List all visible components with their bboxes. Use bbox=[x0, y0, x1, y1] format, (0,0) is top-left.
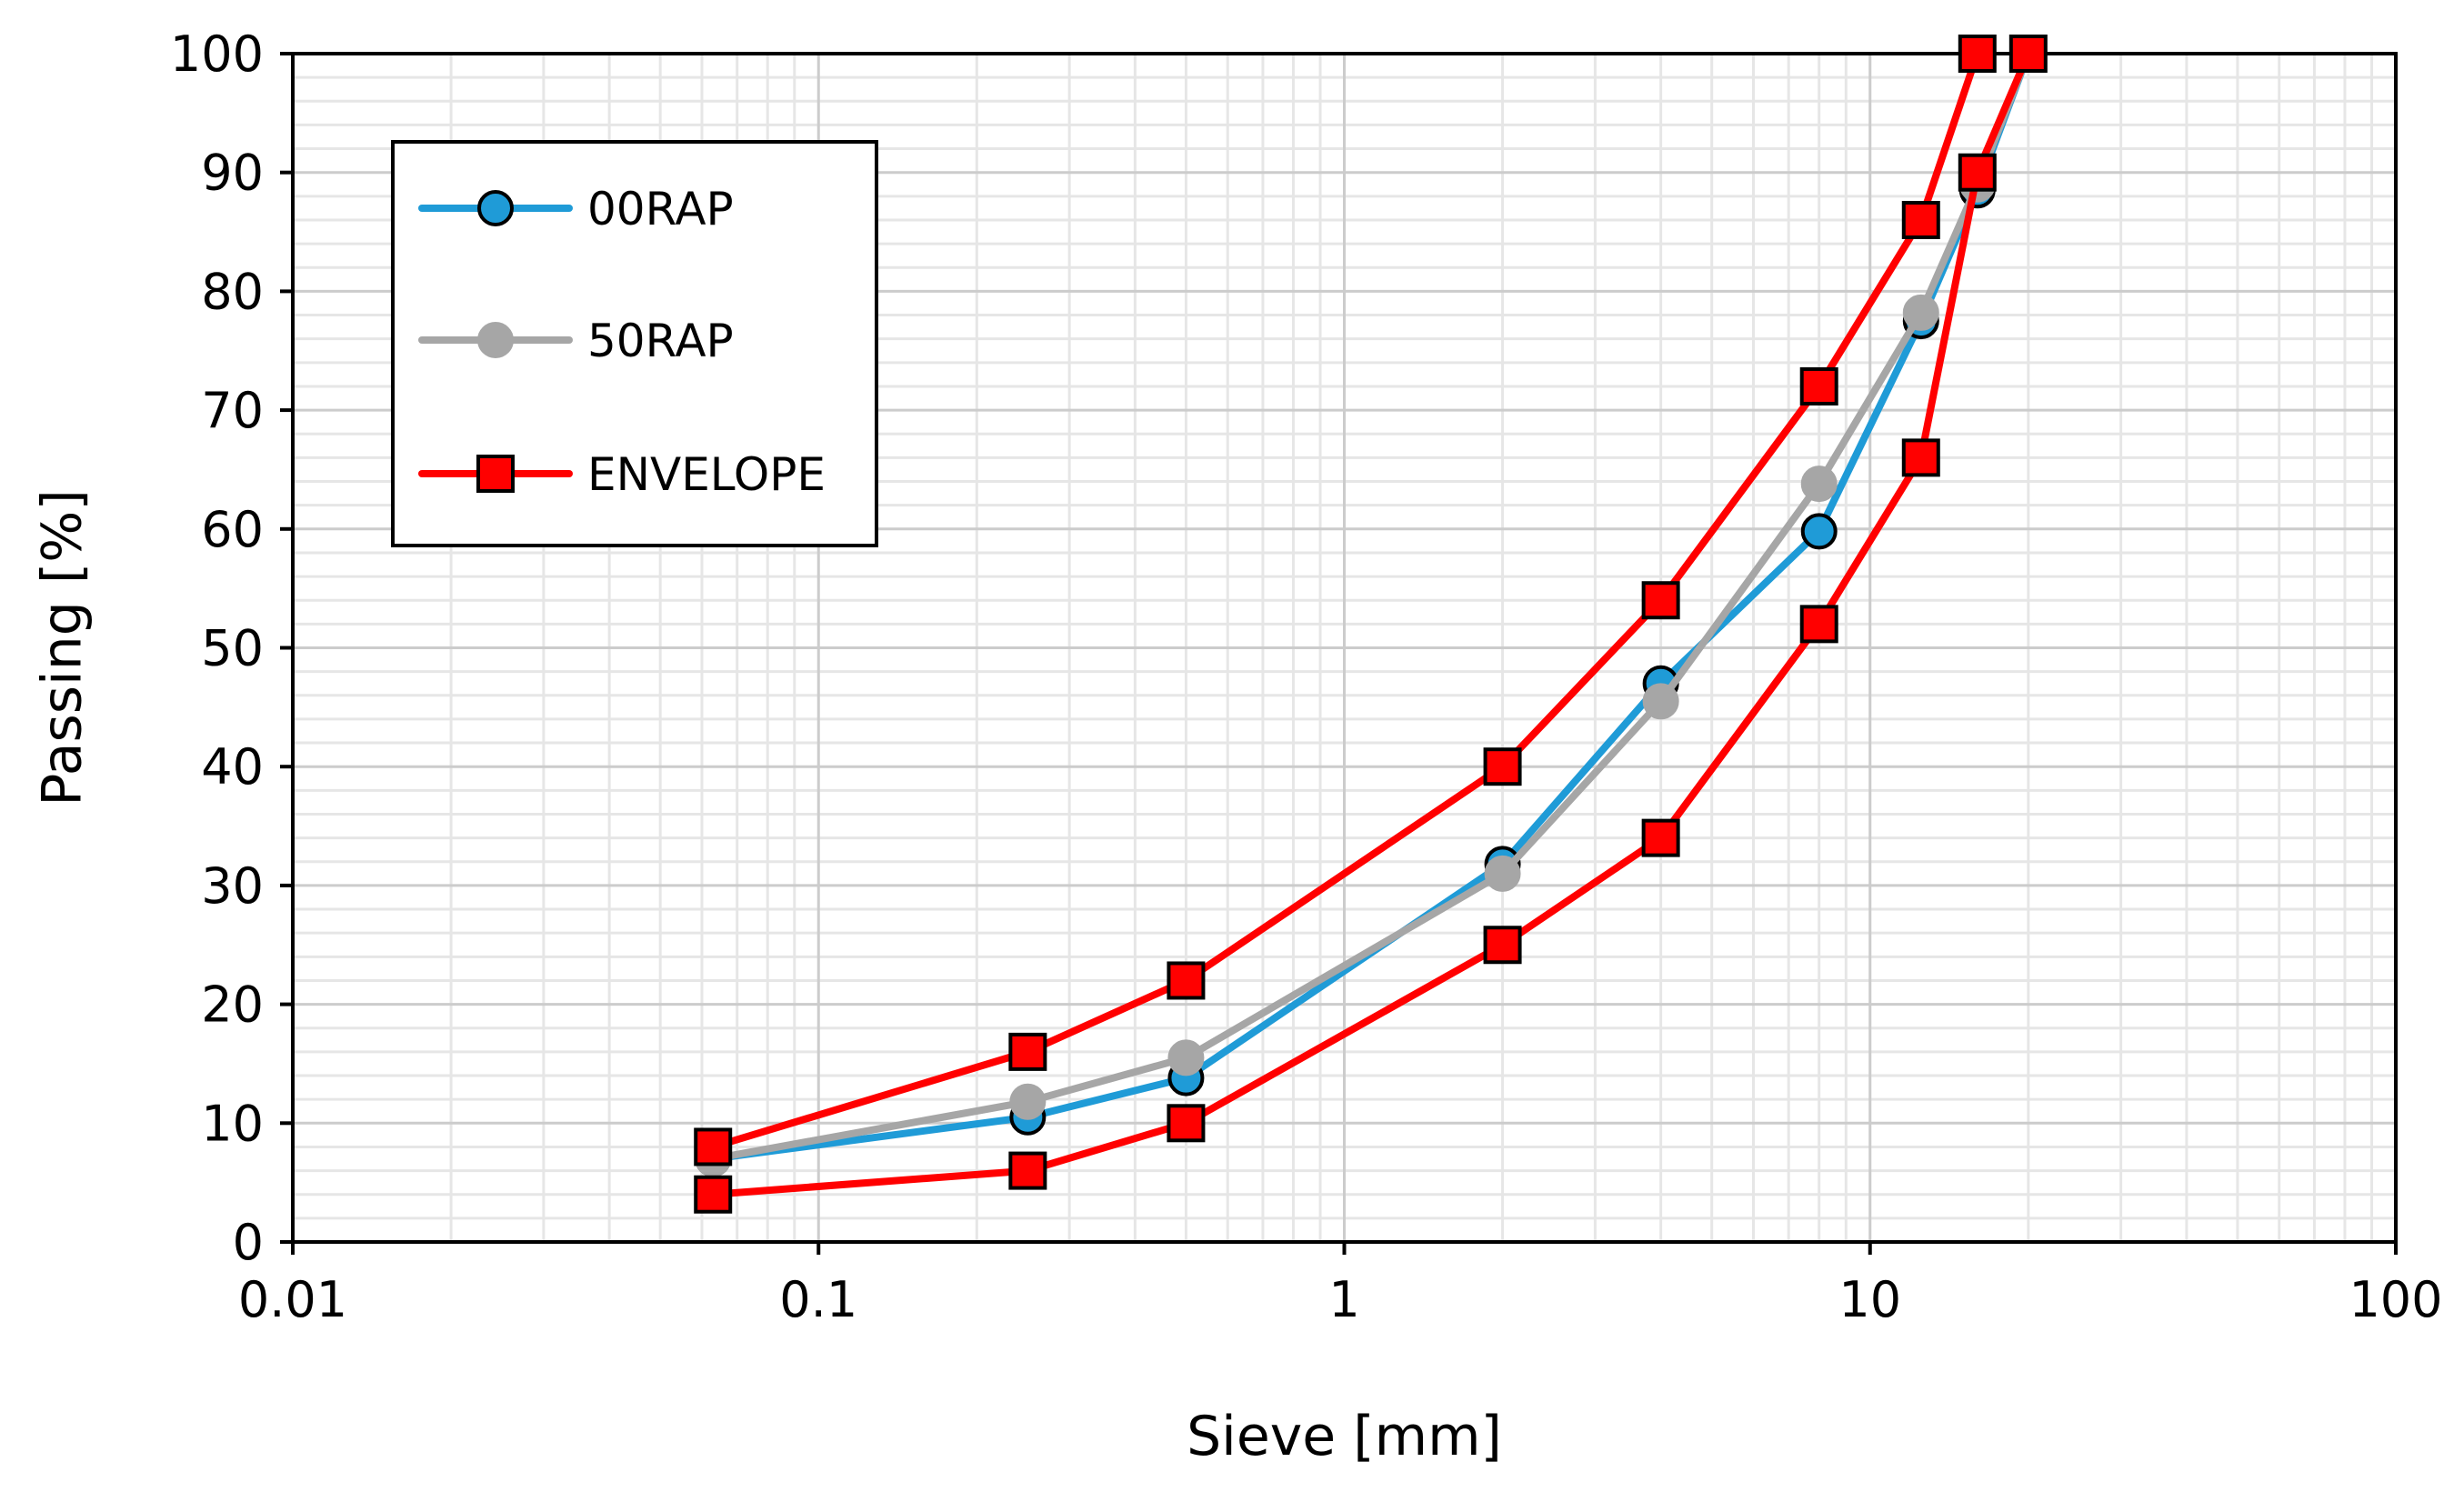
x-tick-labels: 0.01 0.1 1 10 100 bbox=[238, 1271, 2443, 1328]
y-tick-label: 20 bbox=[201, 976, 264, 1034]
x-tick-label: 100 bbox=[2349, 1271, 2442, 1328]
legend-item-50rap: 50RAP bbox=[418, 315, 734, 367]
y-tick-label: 80 bbox=[201, 263, 264, 320]
data-point-50rap bbox=[1902, 294, 1939, 331]
y-tick-label: 50 bbox=[201, 620, 264, 677]
data-point-envelope bbox=[1799, 605, 1838, 644]
y-tick-label: 30 bbox=[201, 857, 264, 915]
x-tick-label: 1 bbox=[1328, 1271, 1359, 1328]
data-point-50rap bbox=[1484, 855, 1521, 892]
y-tick-label: 10 bbox=[201, 1095, 264, 1152]
data-point-envelope bbox=[1958, 35, 1997, 73]
legend-item-envelope: ENVELOPE bbox=[418, 448, 826, 501]
data-point-envelope bbox=[694, 1127, 733, 1167]
series-envelope bbox=[694, 35, 2048, 1214]
data-point-envelope bbox=[1901, 438, 1940, 477]
data-point-50rap bbox=[1642, 683, 1679, 720]
legend-label-50rap: 50RAP bbox=[587, 315, 734, 367]
legend-marker-00rap bbox=[477, 190, 514, 226]
legend: 00RAP 50RAP ENVELOPE bbox=[391, 140, 878, 547]
legend-marker-50rap bbox=[477, 322, 514, 358]
axis-ticks bbox=[280, 52, 2398, 1255]
legend-label-envelope: ENVELOPE bbox=[587, 448, 826, 501]
data-point-envelope bbox=[1799, 366, 1838, 406]
x-axis-title: Sieve [mm] bbox=[1187, 1405, 1502, 1468]
data-point-envelope bbox=[1958, 153, 1997, 192]
y-tick-labels: 0 10 20 30 40 50 60 70 80 90 100 bbox=[170, 25, 264, 1271]
series-50rap bbox=[695, 35, 2047, 1177]
data-point-envelope bbox=[1167, 1104, 1206, 1143]
data-point-envelope bbox=[1167, 961, 1206, 1000]
x-tick-label: 10 bbox=[1838, 1271, 1901, 1328]
series-layer bbox=[694, 35, 2048, 1214]
legend-marker-envelope bbox=[476, 455, 515, 493]
y-tick-label: 90 bbox=[201, 145, 264, 202]
x-tick-label: 0.01 bbox=[238, 1271, 347, 1328]
y-tick-label: 0 bbox=[233, 1214, 264, 1271]
series-line-envelope bbox=[709, 50, 1981, 1151]
legend-items: 00RAP 50RAP ENVELOPE bbox=[418, 183, 826, 501]
data-point-envelope bbox=[1641, 818, 1680, 857]
data-point-envelope bbox=[1008, 1032, 1047, 1071]
data-point-00rap bbox=[1800, 513, 1838, 550]
data-point-50rap bbox=[1167, 1039, 1205, 1076]
y-tick-label: 70 bbox=[201, 382, 264, 439]
y-tick-label: 100 bbox=[170, 25, 264, 83]
data-point-envelope bbox=[1008, 1151, 1047, 1190]
data-point-envelope bbox=[2008, 35, 2048, 73]
x-tick-label: 0.1 bbox=[779, 1271, 857, 1328]
y-tick-label: 60 bbox=[201, 501, 264, 558]
data-point-envelope bbox=[1901, 200, 1940, 239]
y-tick-label: 40 bbox=[201, 738, 264, 796]
data-point-envelope bbox=[1483, 747, 1522, 786]
data-point-envelope bbox=[1641, 581, 1680, 620]
data-point-50rap bbox=[1009, 1083, 1047, 1120]
data-point-envelope bbox=[1483, 926, 1522, 965]
legend-item-00rap: 00RAP bbox=[418, 183, 734, 235]
y-axis-title: Passing [%] bbox=[31, 489, 95, 806]
data-point-envelope bbox=[694, 1175, 733, 1214]
legend-label-00rap: 00RAP bbox=[587, 183, 734, 235]
data-point-50rap bbox=[1800, 466, 1838, 503]
